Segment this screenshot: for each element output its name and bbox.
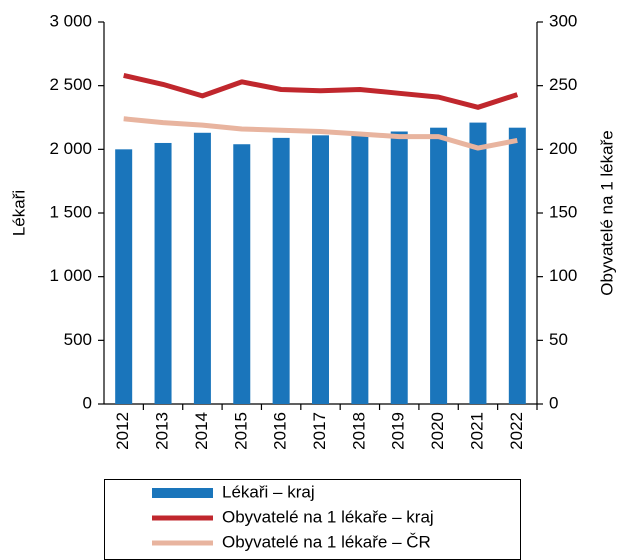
y2-tick-label: 150 xyxy=(549,202,577,221)
x-tick-label: 2016 xyxy=(271,412,290,450)
bar xyxy=(430,127,448,404)
bar xyxy=(508,127,526,404)
bar xyxy=(115,149,133,404)
bar xyxy=(351,135,369,404)
bar xyxy=(469,122,487,405)
x-tick-label: 2020 xyxy=(428,412,447,450)
x-tick-label: 2014 xyxy=(192,412,211,450)
x-tick-label: 2022 xyxy=(507,412,526,450)
y-tick-label: 0 xyxy=(83,393,92,412)
y-tick-label: 1 500 xyxy=(49,202,92,221)
line xyxy=(123,116,518,151)
y2-tick-label: 200 xyxy=(549,139,577,158)
line xyxy=(123,73,519,110)
y2-axis-title: Obyvatelé na 1 lékaře xyxy=(597,130,616,295)
bar xyxy=(233,144,251,405)
bar xyxy=(390,131,408,405)
legend-label: Obyvatelé na 1 lékaře – ČR xyxy=(222,532,431,551)
y-tick-label: 1 000 xyxy=(49,266,92,285)
y-tick-label: 3 000 xyxy=(49,11,92,30)
y2-tick-label: 250 xyxy=(549,75,577,94)
legend-swatch xyxy=(152,488,213,498)
y2-tick-label: 100 xyxy=(549,266,577,285)
y-tick-label: 500 xyxy=(64,330,92,349)
x-tick-label: 2017 xyxy=(310,412,329,450)
bar xyxy=(193,132,211,404)
legend-label: Lékaři – kraj xyxy=(222,482,315,501)
x-tick-label: 2021 xyxy=(467,412,486,450)
x-tick-label: 2018 xyxy=(349,412,368,450)
x-tick-label: 2013 xyxy=(153,412,172,450)
y-tick-label: 2 500 xyxy=(49,75,92,94)
legend-label: Obyvatelé na 1 lékaře – kraj xyxy=(222,507,434,526)
x-tick-label: 2012 xyxy=(113,412,132,450)
x-tick-label: 2019 xyxy=(389,412,408,450)
y2-tick-label: 0 xyxy=(549,393,558,412)
bar xyxy=(154,142,172,404)
bar xyxy=(272,137,290,404)
y-tick-label: 2 000 xyxy=(49,139,92,158)
y2-tick-label: 300 xyxy=(549,11,577,30)
y-axis-title: Lékaři xyxy=(9,190,28,236)
bar xyxy=(312,135,329,404)
x-tick-label: 2015 xyxy=(231,412,250,450)
y2-tick-label: 50 xyxy=(549,330,568,349)
